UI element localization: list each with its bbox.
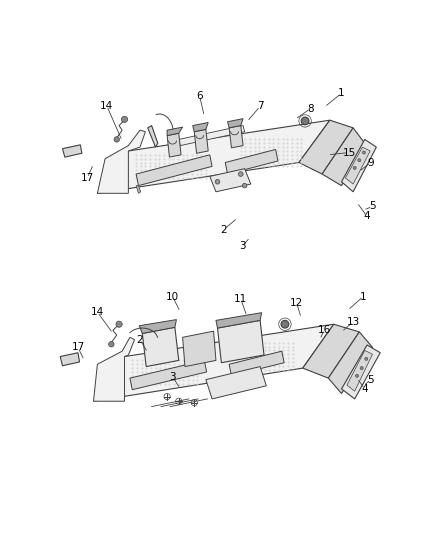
Polygon shape <box>346 147 370 184</box>
Text: 17: 17 <box>81 173 94 183</box>
Polygon shape <box>167 133 181 157</box>
Circle shape <box>114 137 120 142</box>
Circle shape <box>365 357 368 360</box>
Text: 16: 16 <box>318 325 331 335</box>
Polygon shape <box>93 324 334 401</box>
Polygon shape <box>229 126 243 148</box>
Polygon shape <box>183 331 216 367</box>
Polygon shape <box>136 185 141 193</box>
Polygon shape <box>342 345 380 399</box>
Polygon shape <box>322 128 365 185</box>
Polygon shape <box>97 130 145 193</box>
Circle shape <box>301 117 309 125</box>
Polygon shape <box>206 367 266 399</box>
Text: 1: 1 <box>338 88 345 98</box>
Text: 15: 15 <box>343 148 356 158</box>
Polygon shape <box>229 351 284 376</box>
Circle shape <box>281 320 289 328</box>
Text: 3: 3 <box>169 372 176 382</box>
Text: 12: 12 <box>290 297 303 308</box>
Polygon shape <box>193 123 208 132</box>
Polygon shape <box>328 332 372 393</box>
Text: 8: 8 <box>307 103 314 114</box>
Polygon shape <box>228 119 243 128</box>
Polygon shape <box>93 337 134 401</box>
Text: 5: 5 <box>369 201 376 212</box>
Polygon shape <box>299 120 353 174</box>
Circle shape <box>353 166 356 169</box>
Circle shape <box>242 183 247 188</box>
Text: 1: 1 <box>360 292 367 302</box>
Circle shape <box>356 374 359 377</box>
Circle shape <box>362 151 366 154</box>
Text: 10: 10 <box>166 292 179 302</box>
Circle shape <box>358 159 361 161</box>
Circle shape <box>360 367 363 370</box>
Text: 14: 14 <box>91 307 104 317</box>
Text: 3: 3 <box>239 241 246 252</box>
Polygon shape <box>216 313 261 328</box>
Polygon shape <box>142 327 179 367</box>
Polygon shape <box>225 149 278 174</box>
Text: 17: 17 <box>71 342 85 352</box>
Text: 13: 13 <box>346 317 360 327</box>
Circle shape <box>116 321 122 327</box>
Polygon shape <box>167 127 183 135</box>
Polygon shape <box>303 324 359 378</box>
Text: 5: 5 <box>367 375 374 385</box>
Polygon shape <box>347 350 372 391</box>
Polygon shape <box>63 145 82 157</box>
Text: 11: 11 <box>234 294 247 304</box>
Text: 4: 4 <box>364 212 371 221</box>
Polygon shape <box>342 140 376 192</box>
Polygon shape <box>210 168 251 192</box>
Polygon shape <box>130 360 207 390</box>
Text: 6: 6 <box>196 91 203 101</box>
Polygon shape <box>97 120 330 193</box>
Text: 7: 7 <box>257 101 263 111</box>
Text: 2: 2 <box>137 335 143 345</box>
Polygon shape <box>148 126 158 147</box>
Circle shape <box>238 172 243 176</box>
Text: 9: 9 <box>367 158 374 167</box>
Polygon shape <box>139 320 177 334</box>
Text: 2: 2 <box>220 224 227 235</box>
Circle shape <box>121 116 127 123</box>
Text: 4: 4 <box>361 384 368 394</box>
Polygon shape <box>179 126 245 146</box>
Polygon shape <box>136 155 212 185</box>
Text: 14: 14 <box>100 101 113 110</box>
Polygon shape <box>194 130 208 154</box>
Polygon shape <box>60 353 80 366</box>
Circle shape <box>109 342 114 347</box>
Circle shape <box>215 180 220 184</box>
Polygon shape <box>218 320 264 363</box>
